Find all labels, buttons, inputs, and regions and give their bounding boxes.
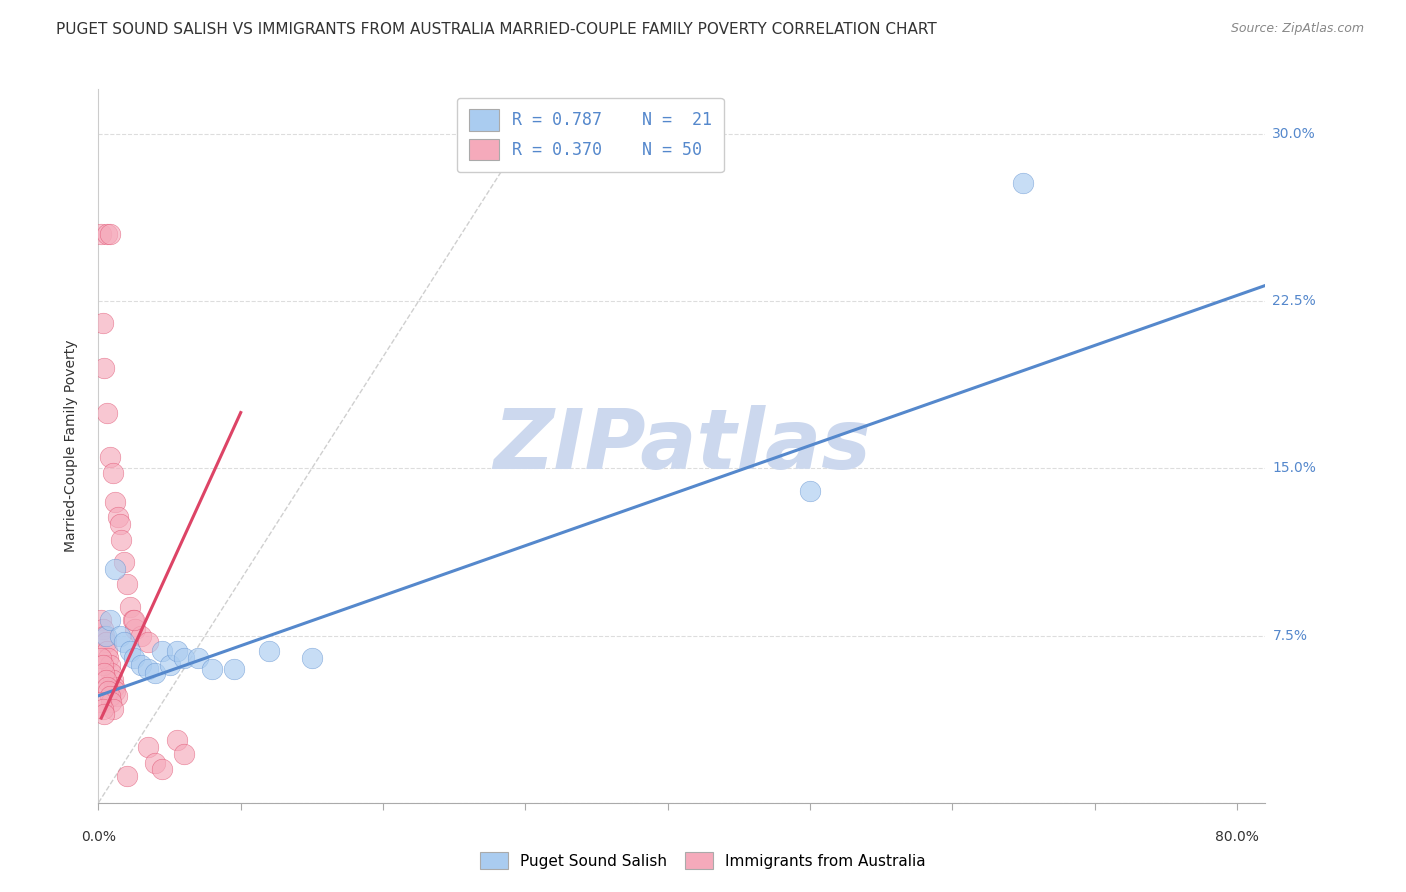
Point [93,628,115,642]
Point [91,657,114,672]
Point [96,644,118,658]
Point [122,613,145,627]
Point [124,622,146,636]
Text: PUGET SOUND SALISH VS IMMIGRANTS FROM AUSTRALIA MARRIED-COUPLE FAMILY POVERTY CO: PUGET SOUND SALISH VS IMMIGRANTS FROM AU… [56,22,936,37]
Legend: Puget Sound Salish, Immigrants from Australia: Puget Sound Salish, Immigrants from Aust… [474,846,932,875]
Point [90,651,112,665]
Text: Source: ZipAtlas.com: Source: ZipAtlas.com [1230,22,1364,36]
Point [122,651,145,665]
Point [799,483,821,498]
Point [301,651,323,665]
Point [98,657,121,672]
Text: 80.0%: 80.0% [1215,830,1258,844]
Point [222,662,245,676]
Point [105,689,128,703]
Point [98,613,121,627]
Point [152,644,174,658]
Point [108,517,131,532]
Point [257,644,280,658]
Point [90,696,112,710]
Point [91,622,114,636]
Point [1012,176,1035,190]
Point [97,651,120,665]
Point [96,227,118,241]
Text: ZIPatlas: ZIPatlas [494,406,870,486]
Point [91,317,114,331]
Point [94,628,117,642]
Point [121,613,143,627]
Point [101,702,124,716]
Point [93,666,115,681]
Point [173,747,195,761]
Point [101,466,124,480]
Text: 30.0%: 30.0% [1272,127,1316,141]
Text: 22.5%: 22.5% [1272,294,1316,308]
Point [91,702,114,716]
Point [136,662,159,676]
Point [136,635,159,649]
Point [112,635,135,649]
Point [143,756,166,770]
Text: 15.0%: 15.0% [1272,461,1316,475]
Point [93,360,115,375]
Point [103,680,125,694]
Point [90,227,112,241]
Point [107,510,129,524]
Point [112,555,135,569]
Point [94,635,117,649]
Point [96,405,118,420]
Point [152,762,174,776]
Point [115,769,138,783]
Point [104,684,127,698]
Point [187,651,209,665]
Point [98,689,121,703]
Text: 0.0%: 0.0% [82,830,115,844]
Point [104,494,127,508]
Point [100,696,122,710]
Point [96,680,118,694]
Point [94,673,117,687]
Point [100,666,122,681]
Point [118,644,141,658]
Point [118,599,141,614]
Legend: R = 0.787    N =  21, R = 0.370    N = 50: R = 0.787 N = 21, R = 0.370 N = 50 [457,97,724,172]
Point [104,562,127,576]
Point [90,613,112,627]
Text: 7.5%: 7.5% [1272,629,1308,642]
Point [166,644,188,658]
Point [97,684,120,698]
Point [93,706,115,721]
Point [166,733,188,747]
Point [159,657,181,672]
Point [129,657,152,672]
Point [98,227,121,241]
Point [201,662,224,676]
Point [173,651,195,665]
Point [143,666,166,681]
Point [98,450,121,465]
Point [110,533,132,547]
Point [136,740,159,755]
Point [108,628,131,642]
Y-axis label: Married-Couple Family Poverty: Married-Couple Family Poverty [63,340,77,552]
Point [115,577,138,591]
Point [129,628,152,642]
Point [101,673,124,687]
